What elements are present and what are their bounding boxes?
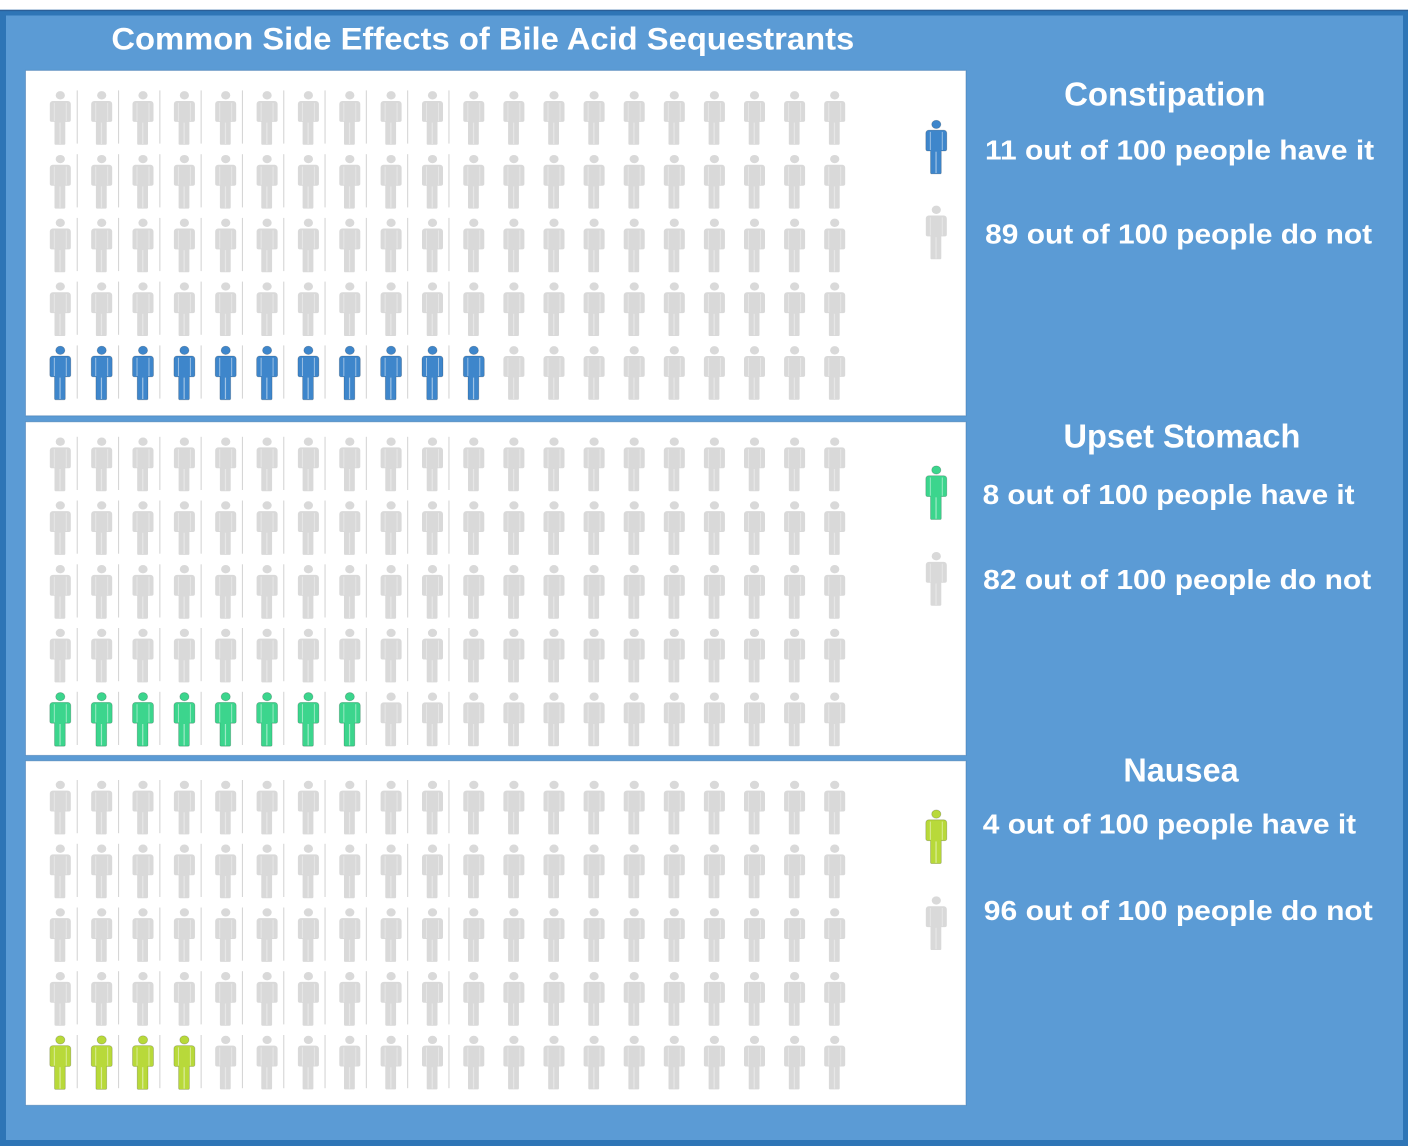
svg-text:Nausea: Nausea [1123,752,1239,789]
svg-text:82 out of 100 people do not: 82 out of 100 people do not [983,564,1371,595]
svg-text:96 out of 100 people do not: 96 out of 100 people do not [984,895,1373,926]
svg-text:4 out of 100 people have it: 4 out of 100 people have it [983,809,1356,840]
svg-text:Common Side Effects of Bile Ac: Common Side Effects of Bile Acid Sequest… [111,20,854,56]
svg-text:Upset Stomach: Upset Stomach [1064,418,1301,455]
svg-text:11 out of 100 people have it: 11 out of 100 people have it [985,135,1374,166]
svg-text:Constipation: Constipation [1064,77,1265,114]
svg-text:89 out of 100 people do not: 89 out of 100 people do not [985,219,1372,250]
svg-text:8 out of 100 people have it: 8 out of 100 people have it [983,479,1355,510]
